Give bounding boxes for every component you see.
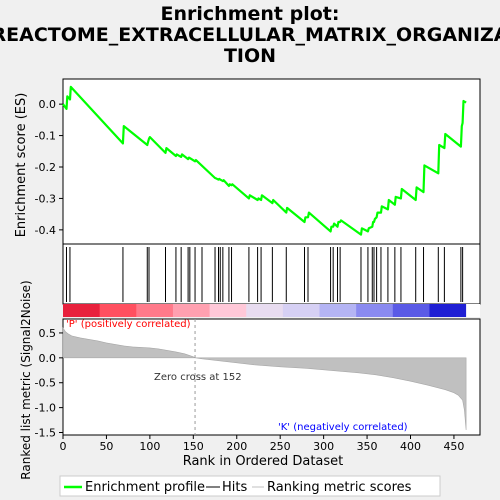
- heatmap-segment: [136, 304, 174, 317]
- x-tick-label: 50: [99, 440, 113, 453]
- hits-panel: [62, 243, 481, 305]
- x-tick-label: 100: [139, 440, 160, 453]
- es-y-axis-label: Enrichment score (ES): [14, 93, 29, 238]
- ranking-y-axis-label: Ranked list metric (Signal2Noise): [19, 280, 33, 479]
- x-tick-label: 350: [357, 440, 378, 453]
- x-tick-label: 150: [183, 440, 204, 453]
- es-y-tick-label: -0.4: [35, 224, 56, 237]
- es-y-tick-label: -0.1: [35, 130, 56, 143]
- x-tick-label: 250: [270, 440, 291, 453]
- heatmap-segment: [282, 304, 321, 317]
- heatmap-segment: [172, 304, 211, 317]
- es-y-tick-label: -0.3: [35, 192, 56, 205]
- ranking-y-tick-label: -1.5: [35, 427, 56, 440]
- es-y-tick-label: -0.2: [35, 161, 56, 174]
- ranking-y-tick-label: 0.5: [39, 327, 57, 340]
- ranking-y-tick-label: 0.0: [39, 352, 57, 365]
- x-tick-label: 450: [443, 440, 464, 453]
- heatmap-segment: [63, 304, 101, 317]
- enrichment-profile-line: [62, 85, 467, 236]
- x-tick-label: 0: [60, 440, 67, 453]
- x-tick-label: 400: [400, 440, 421, 453]
- heatmap-segment: [99, 304, 137, 317]
- positive-correlation-label: 'P' (positively correlated): [66, 319, 191, 330]
- heatmap-segment: [429, 304, 467, 317]
- heatmap-segment: [356, 304, 394, 317]
- heatmap-segment: [392, 304, 430, 317]
- chart-title-line-2: REACTOME_EXTRACELLULAR_MATRIX_ORGANIZA: [0, 24, 500, 46]
- x-axis-label: Rank in Ordered Dataset: [183, 454, 344, 469]
- heatmap-tail: [466, 304, 480, 317]
- legend-box: [59, 475, 441, 497]
- heatmap-segment: [209, 304, 247, 317]
- x-tick-label: 200: [226, 440, 247, 453]
- heatmap-segment: [319, 304, 357, 317]
- chart-title-line-1: Enrichment plot:: [161, 3, 340, 25]
- legend-enrichment-label: Enrichment profile: [85, 480, 205, 495]
- legend-hits-label: Hits: [222, 480, 247, 495]
- ranking-y-tick-label: -1.0: [35, 402, 56, 415]
- enrichment-plot-area: [62, 78, 481, 245]
- ranking-y-tick-label: -0.5: [35, 377, 56, 390]
- x-tick-label: 300: [313, 440, 334, 453]
- negative-correlation-label: 'K' (negatively correlated): [278, 422, 408, 433]
- heatmap-segment: [246, 304, 284, 317]
- legend-ranking-label: Ranking metric scores: [267, 480, 412, 495]
- zero-cross-label: Zero cross at 152: [154, 372, 242, 383]
- chart-title-line-3: TION: [224, 45, 276, 67]
- es-y-tick-label: 0.0: [39, 98, 57, 111]
- ranking-heatmap-bar: [63, 304, 480, 317]
